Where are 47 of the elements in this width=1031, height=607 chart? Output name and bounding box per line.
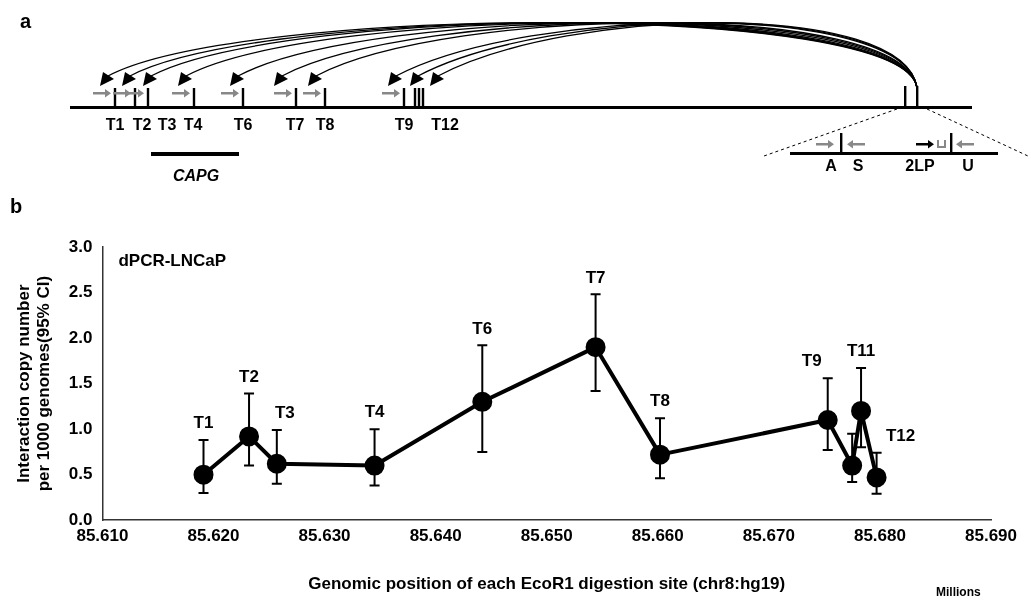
text: a [20,10,32,32]
annotation: T1 [193,413,214,433]
text: Millions [936,585,981,600]
x-tick-label: 85.660 [631,526,684,546]
text: T6 [233,116,253,133]
y-axis-title: Interaction copy number per 1000 genomes(95% CI) [13,275,54,492]
y-tick-label: 2.0 [68,327,93,347]
x-tick-label: 85.630 [298,526,351,546]
y-tick-label: 0.5 [68,464,93,484]
text: T1 [105,116,125,133]
annotation: T4 [364,402,386,422]
x-tick-label: 85.610 [76,526,129,546]
text: S [852,157,864,174]
y-tick-label: 3.0 [68,236,93,256]
text: T2 [132,116,152,133]
x-tick-label: 85.620 [187,526,240,546]
y-tick-label: 1.0 [68,418,93,438]
text: CAPG [172,167,220,184]
text: A [825,157,838,174]
y-tick-label: 2.5 [68,282,93,302]
annotation: T8 [650,391,670,411]
text: T4 [183,116,203,133]
annotation: T6 [472,318,493,338]
annotation: T2 [239,366,259,386]
text: T3 [157,116,177,133]
x-tick-label: 85.640 [409,526,462,546]
x-tick-label: 85.690 [965,526,1017,546]
x-tick-label: 85.670 [742,526,795,546]
chart-title: b [10,194,23,217]
annotation: T11 [846,341,876,361]
y-tick-label: 0.0 [68,509,93,529]
annotation: T12 [885,426,916,445]
annotation: dPCR-LNCaP [118,251,227,271]
point [650,444,671,465]
text: T7 [285,116,305,133]
text: T9 [394,116,414,133]
annotation: T7 [585,267,606,287]
text: U [962,157,974,174]
x-tick-label: 85.680 [853,526,906,546]
x-tick-label: 85.650 [520,526,573,546]
annotation: T9 [801,351,822,371]
x-axis-title: Genomic position of each EcoR1 digestion site (chr8:hg19) [308,574,786,594]
text: 2LP [905,157,935,174]
text: T12 [431,116,459,133]
y-tick-label: 1.5 [68,373,93,393]
annotation: T3 [274,403,295,423]
text: T8 [315,116,335,133]
